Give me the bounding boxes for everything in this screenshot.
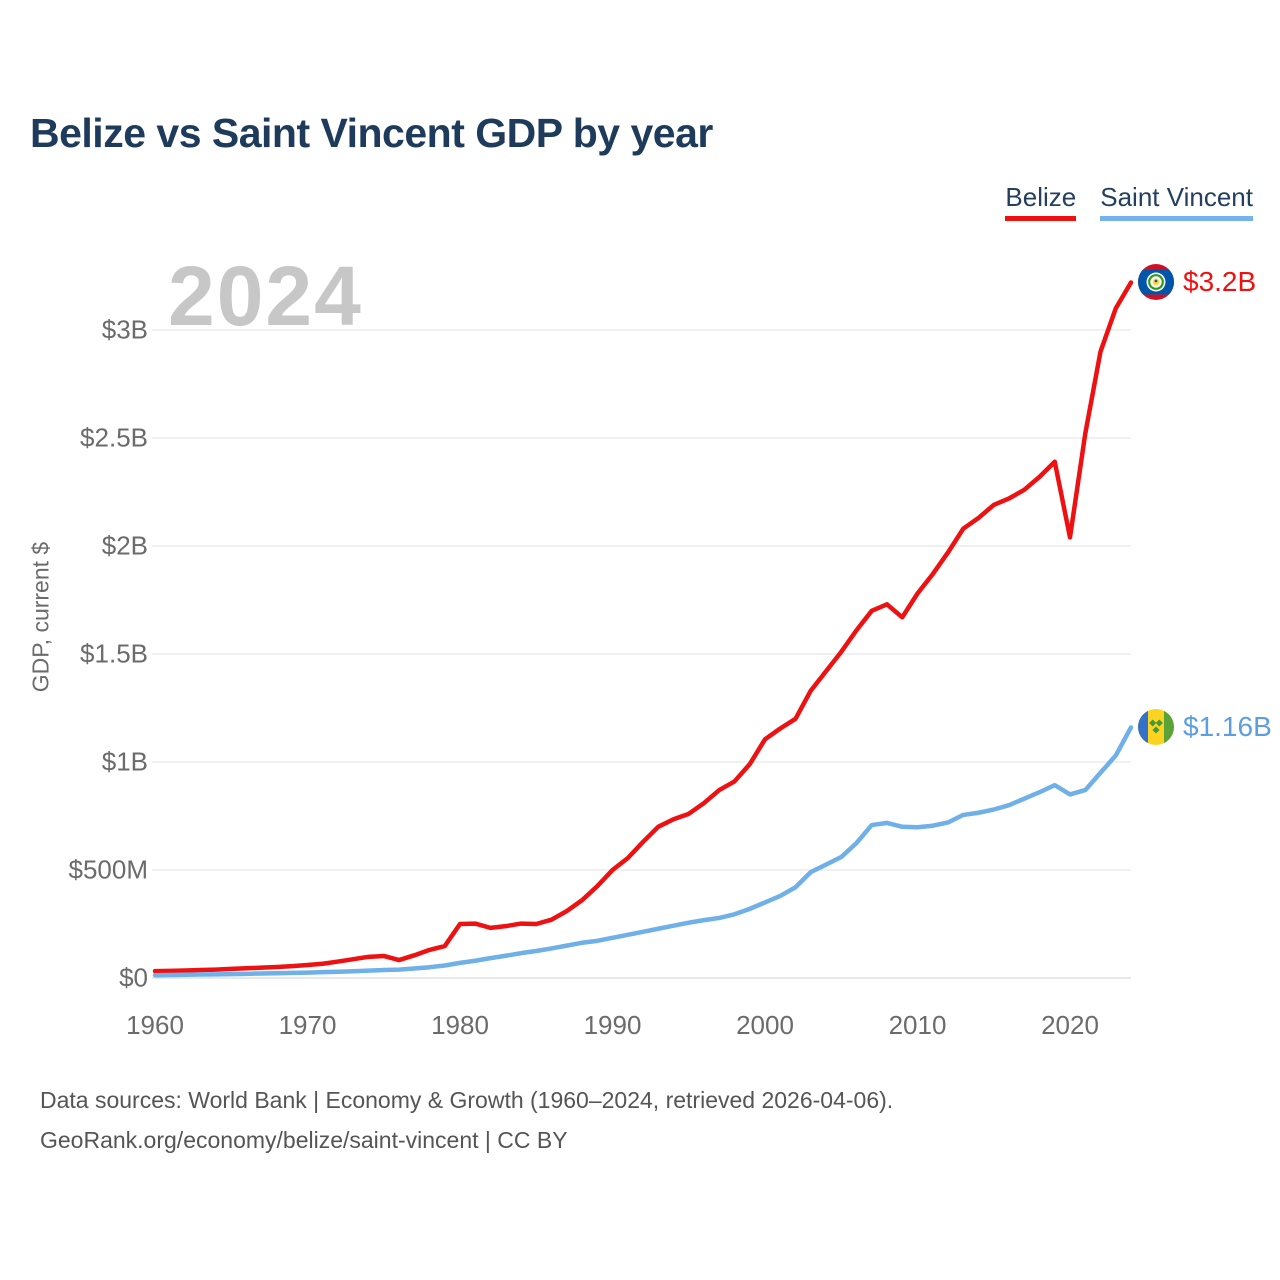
y-tick-label: $2B xyxy=(101,530,148,561)
x-tick-label: 1960 xyxy=(126,1010,184,1040)
source-line-2: GeoRank.org/economy/belize/saint-vincent… xyxy=(40,1127,568,1153)
legend-item-belize[interactable]: Belize xyxy=(1005,182,1077,221)
y-tick-label: $500M xyxy=(68,854,149,885)
x-tick-label: 1990 xyxy=(583,1010,642,1040)
legend-label-belize: Belize xyxy=(1005,182,1077,212)
saint-vincent-end-marker: $1.16B xyxy=(1138,709,1272,746)
year-watermark: 2024 xyxy=(168,249,363,343)
page-title: Belize vs Saint Vincent GDP by year xyxy=(30,110,713,156)
saint-vincent-flag-icon xyxy=(1138,709,1174,746)
y-tick-label: $0 xyxy=(119,962,148,993)
saint-vincent-end-value-label: $1.16B xyxy=(1183,711,1272,743)
chart-legend: Belize Saint Vincent xyxy=(1005,182,1253,221)
legend-label-saint-vincent: Saint Vincent xyxy=(1100,182,1253,212)
x-tick-label: 2020 xyxy=(1041,1010,1099,1040)
y-tick-label: $1.5B xyxy=(80,638,148,669)
legend-item-saint-vincent[interactable]: Saint Vincent xyxy=(1100,182,1253,221)
belize-end-value-label: $3.2B xyxy=(1183,266,1257,298)
x-tick-label: 1970 xyxy=(278,1010,337,1040)
y-tick-label: $1B xyxy=(101,746,148,777)
x-tick-label: 1980 xyxy=(431,1010,489,1040)
y-tick-label: $2.5B xyxy=(80,422,148,453)
gridlines xyxy=(152,329,1131,979)
x-tick-label: 2010 xyxy=(888,1010,947,1040)
x-tick-label: 2000 xyxy=(736,1010,794,1040)
belize-end-marker: $3.2B xyxy=(1138,264,1257,301)
belize-flag-icon xyxy=(1138,264,1174,301)
y-tick-label: $3B xyxy=(101,314,148,345)
belize-line xyxy=(152,280,1134,974)
series-lines xyxy=(152,280,1134,978)
source-attribution: Data sources: World Bank | Economy & Gro… xyxy=(40,1080,893,1160)
saint-vincent-line xyxy=(152,725,1134,978)
source-line-1: Data sources: World Bank | Economy & Gro… xyxy=(40,1087,894,1113)
